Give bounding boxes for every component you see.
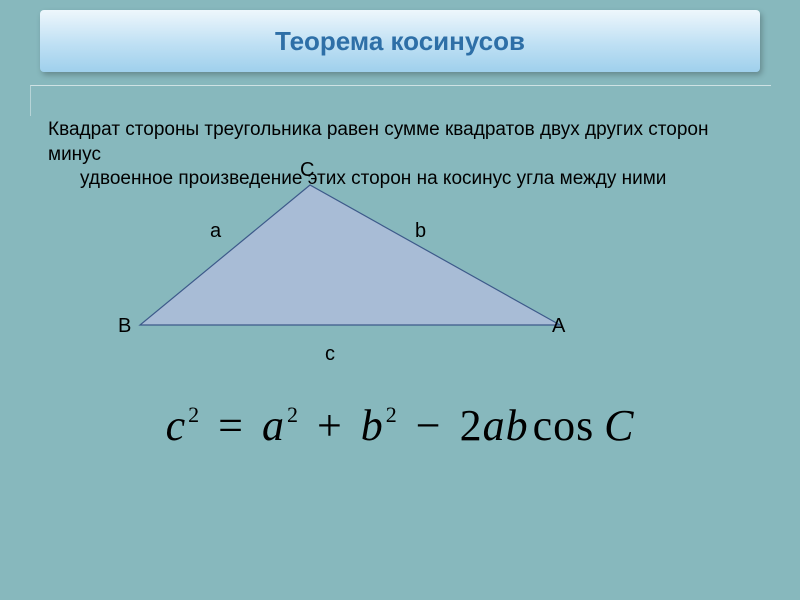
f-func: cos: [529, 401, 595, 450]
minus-sign: −: [410, 401, 448, 450]
side-label-b: b: [415, 220, 426, 243]
f-angle: C: [604, 401, 634, 450]
triangle-diagram: C B A a b c: [100, 165, 600, 365]
equals-sign: =: [212, 401, 250, 450]
f-t2-var: b: [361, 401, 384, 450]
panel-edge: [30, 85, 771, 116]
f-f1: a: [483, 401, 506, 450]
triangle-svg: [100, 165, 600, 365]
statement-line-1: Квадрат стороны треугольника равен сумме…: [48, 119, 708, 165]
side-label-a: a: [210, 220, 221, 243]
f-f2: b: [506, 401, 529, 450]
f-t2-exp: 2: [384, 402, 398, 427]
triangle-shape: [140, 185, 560, 325]
formula-expression: c2 = a2 + b2 − 2abcos C: [166, 400, 635, 451]
f-t1-exp: 2: [285, 402, 299, 427]
slide: Теорема косинусов Квадрат стороны треуго…: [0, 0, 800, 600]
f-t1-var: a: [262, 401, 285, 450]
formula: c2 = a2 + b2 − 2abcos C: [0, 400, 800, 451]
f-lhs-var: c: [166, 401, 187, 450]
plus-sign: +: [311, 401, 349, 450]
vertex-label-a: A: [552, 315, 565, 338]
side-label-c: c: [325, 343, 335, 366]
f-coef: 2: [460, 401, 483, 450]
vertex-label-b: B: [118, 315, 131, 338]
title-banner: Теорема косинусов: [40, 10, 760, 72]
vertex-label-c: C: [300, 159, 314, 182]
slide-title: Теорема косинусов: [275, 26, 525, 57]
f-lhs-exp: 2: [186, 402, 200, 427]
